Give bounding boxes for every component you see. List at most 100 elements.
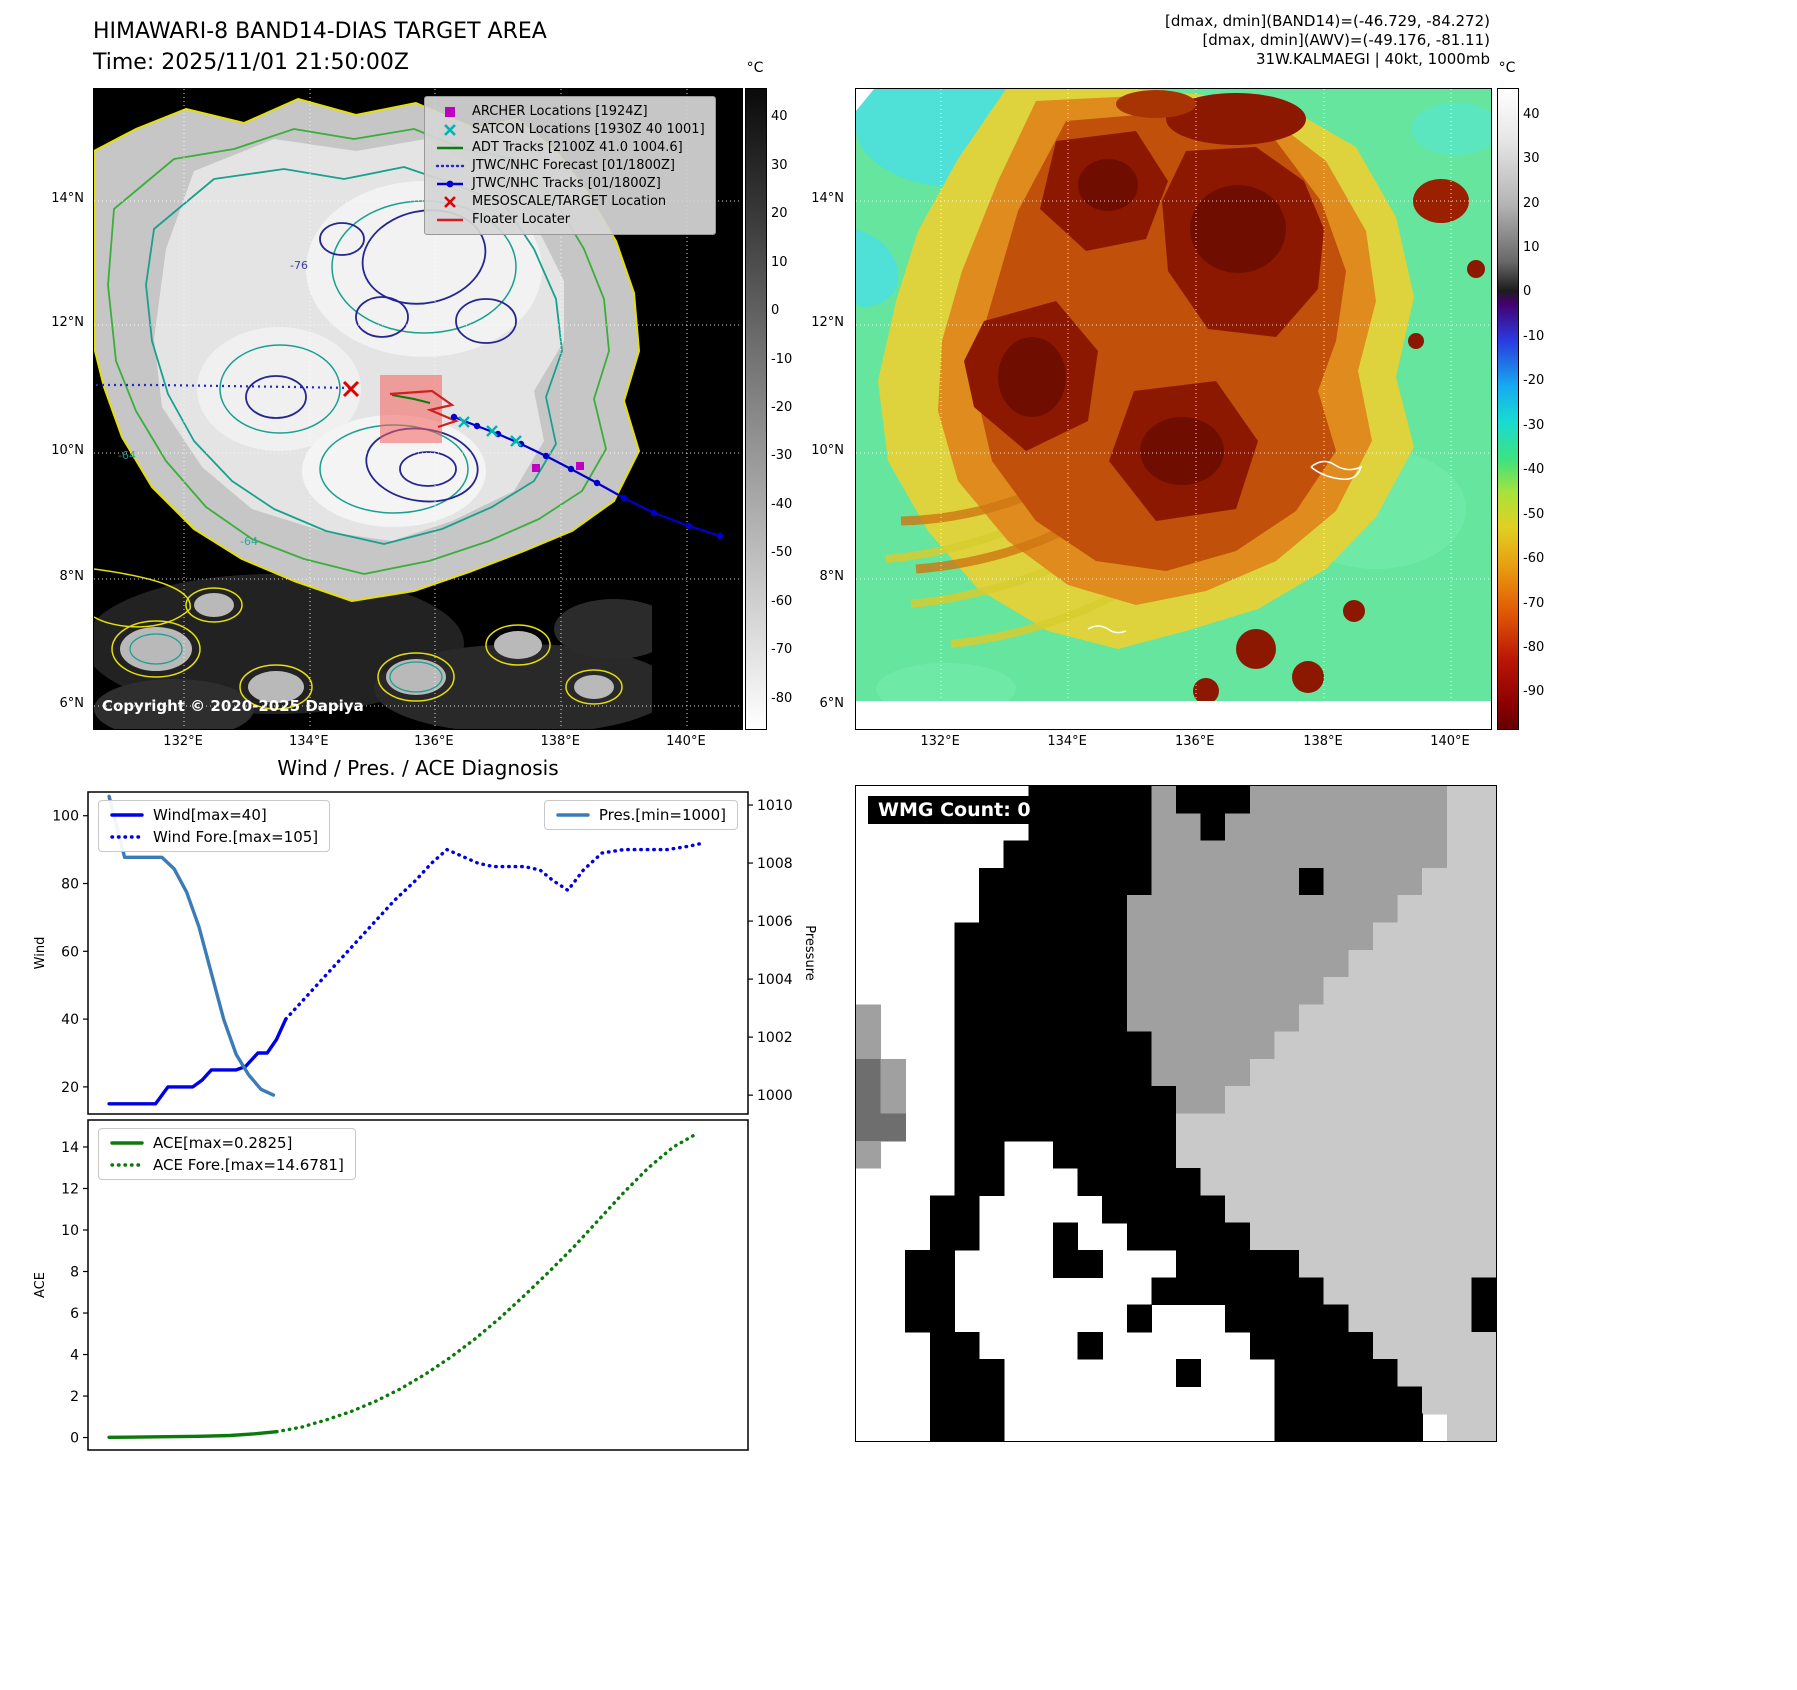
white-contour-squiggles — [1087, 460, 1363, 634]
line-icon — [437, 218, 463, 221]
legend-item-label: ADT Tracks [2100Z 41.0 1004.6] — [472, 140, 683, 155]
svg-text:100: 100 — [52, 809, 79, 825]
colorbar-tick-label: -10 — [771, 351, 793, 367]
colorbar-tick-label: 0 — [771, 303, 780, 319]
legend-item: MESOSCALE/TARGET Location — [435, 194, 705, 209]
colorbar-tick-label: -40 — [771, 496, 793, 512]
lon-tick-label: 136°E — [414, 734, 454, 749]
series-line-icon — [110, 1141, 144, 1145]
tr-longitude-ticks: 132°E 134°E 136°E 138°E 140°E — [855, 734, 1490, 754]
series-label: Pres.[min=1000] — [598, 806, 726, 824]
no-data-bottom-strip — [856, 701, 1491, 729]
svg-text:14: 14 — [61, 1140, 79, 1156]
svg-text:1010: 1010 — [757, 798, 793, 814]
svg-text:80: 80 — [61, 877, 79, 893]
colorbar-tick-label: 20 — [771, 206, 788, 222]
legend-item-label: Floater Locater — [472, 212, 571, 227]
colorbar-tick-label: 20 — [1523, 195, 1540, 211]
lat-tick-label: 12°N — [51, 315, 84, 331]
ace-chart: 0 2 4 6 8 10 12 14 ACE ACE[max=0.2825] ACE Fore.[m… — [33, 1119, 749, 1451]
lat-tick-label: 14°N — [51, 191, 84, 206]
series-label: Wind Fore.[max=105] — [153, 828, 319, 846]
wmg-grid-svg — [856, 786, 1496, 1441]
band14-satellite-map: -64 -76 -64 ARCHER Locations [1924Z] SATC… — [93, 88, 743, 730]
wmg-panel: WMG Count: 0 — [855, 785, 1497, 1442]
tl-subtitle-line: Time: 2025/11/01 21:50:00Z — [93, 50, 409, 75]
lon-tick-label: 132°E — [163, 734, 203, 749]
tl-colorbar-unit: °C — [746, 60, 764, 76]
x-marker-icon — [444, 123, 456, 136]
tr-colorbar-ticks: 40 30 20 10 0 -10 -20 -30 -40 -50 -60 -70 -80 -90 — [1523, 88, 1563, 728]
tr-latitude-ticks: 14°N 12°N 10°N 8°N 6°N — [800, 88, 850, 728]
lat-tick-label: 8°N — [819, 569, 845, 585]
legend-item-label: ARCHER Locations [1924Z] — [472, 104, 648, 119]
svg-text:12: 12 — [61, 1181, 79, 1197]
grid-lines — [856, 89, 1491, 729]
tr-title-line-2: [dmax, dmin](AWV)=(-49.176, -81.11) — [1202, 31, 1490, 49]
legend-item: JTWC/NHC Tracks [01/1800Z] — [435, 176, 705, 191]
colorbar-tick-label: -80 — [1523, 640, 1545, 655]
ir-contours — [94, 98, 640, 710]
svg-text:6: 6 — [70, 1306, 79, 1322]
svg-text:60: 60 — [61, 944, 79, 960]
lon-tick-label: 134°E — [289, 734, 329, 749]
svg-text:4: 4 — [70, 1348, 79, 1364]
svg-text:2: 2 — [70, 1389, 79, 1405]
svg-text:40: 40 — [61, 1012, 79, 1028]
colorbar-tick-label: 0 — [1523, 284, 1532, 300]
colorbar-tick-label: 30 — [1523, 151, 1540, 167]
series-label: ACE Fore.[max=14.6781] — [153, 1156, 344, 1174]
legend-item: Floater Locater — [435, 212, 705, 227]
tl-title-line: HIMAWARI-8 BAND14-DIAS TARGET AREA — [93, 19, 547, 44]
colorbar-tick-label: 40 — [1523, 106, 1540, 122]
svg-text:Wind: Wind — [33, 937, 48, 970]
lat-tick-label: 12°N — [811, 315, 844, 331]
legend-item-label: JTWC/NHC Forecast [01/1800Z] — [472, 158, 675, 173]
map-legend: ARCHER Locations [1924Z] SATCON Locations… — [424, 96, 716, 235]
svg-text:10: 10 — [61, 1223, 79, 1239]
copyright-text: Copyright © 2020-2025 Dapiya — [102, 697, 364, 715]
legend-item: JTWC/NHC Forecast [01/1800Z] — [435, 158, 705, 173]
archer-markers — [532, 462, 584, 472]
svg-text:1006: 1006 — [757, 914, 793, 930]
chart-legend-item: Wind Fore.[max=105] — [110, 828, 318, 846]
chart-legend: Pres.[min=1000] — [543, 800, 738, 830]
contour-label: -64 — [118, 449, 136, 462]
colorbar-tick-label: -10 — [1523, 328, 1545, 344]
dotted-line-icon — [435, 164, 465, 167]
tr-colorbar — [1497, 88, 1519, 730]
colorbar-tick-label: -50 — [1523, 506, 1545, 522]
colorbar-tick-label: -50 — [771, 545, 793, 561]
series-label: ACE[max=0.2825] — [153, 1134, 293, 1152]
lon-tick-label: 132°E — [920, 734, 960, 749]
series-line-icon — [556, 813, 590, 817]
legend-item-label: MESOSCALE/TARGET Location — [472, 194, 667, 209]
svg-text:ACE: ACE — [33, 1272, 48, 1298]
lon-tick-label: 138°E — [540, 734, 580, 749]
tl-longitude-ticks: 132°E 134°E 136°E 138°E 140°E — [93, 734, 741, 754]
colorbar-tick-label: -90 — [1523, 684, 1545, 700]
lon-tick-label: 140°E — [666, 734, 706, 749]
awv-color-satellite-map — [855, 88, 1492, 730]
tr-title-line-1: [dmax, dmin](BAND14)=(-46.729, -84.272) — [1165, 12, 1490, 30]
legend-item: ADT Tracks [2100Z 41.0 1004.6] — [435, 140, 705, 155]
svg-text:8: 8 — [70, 1265, 79, 1281]
lat-tick-label: 6°N — [819, 695, 845, 711]
colorbar-tick-label: -80 — [771, 690, 793, 706]
mesoscale-target-marker — [342, 380, 360, 398]
diagnosis-charts-panel: Wind / Pres. / ACE Diagnosis 20 40 60 80 100… — [33, 756, 848, 1466]
line-icon — [437, 146, 463, 149]
lon-tick-label: 140°E — [1430, 734, 1470, 749]
line-dot-icon — [437, 180, 463, 187]
contour-label: -76 — [290, 259, 308, 272]
svg-text:0: 0 — [70, 1431, 79, 1447]
square-marker-icon — [445, 106, 455, 117]
colorbar-tick-label: -30 — [1523, 417, 1545, 433]
charts-title: Wind / Pres. / ACE Diagnosis — [277, 756, 559, 780]
chart-legend-item: Pres.[min=1000] — [556, 806, 726, 824]
series-line-icon — [110, 1163, 144, 1167]
tr-panel-title: [dmax, dmin](BAND14)=(-46.729, -84.272) … — [1000, 12, 1490, 69]
svg-text:1002: 1002 — [757, 1030, 793, 1046]
svg-text:1008: 1008 — [757, 856, 793, 872]
chart-legend-item: Wind[max=40] — [110, 806, 318, 824]
